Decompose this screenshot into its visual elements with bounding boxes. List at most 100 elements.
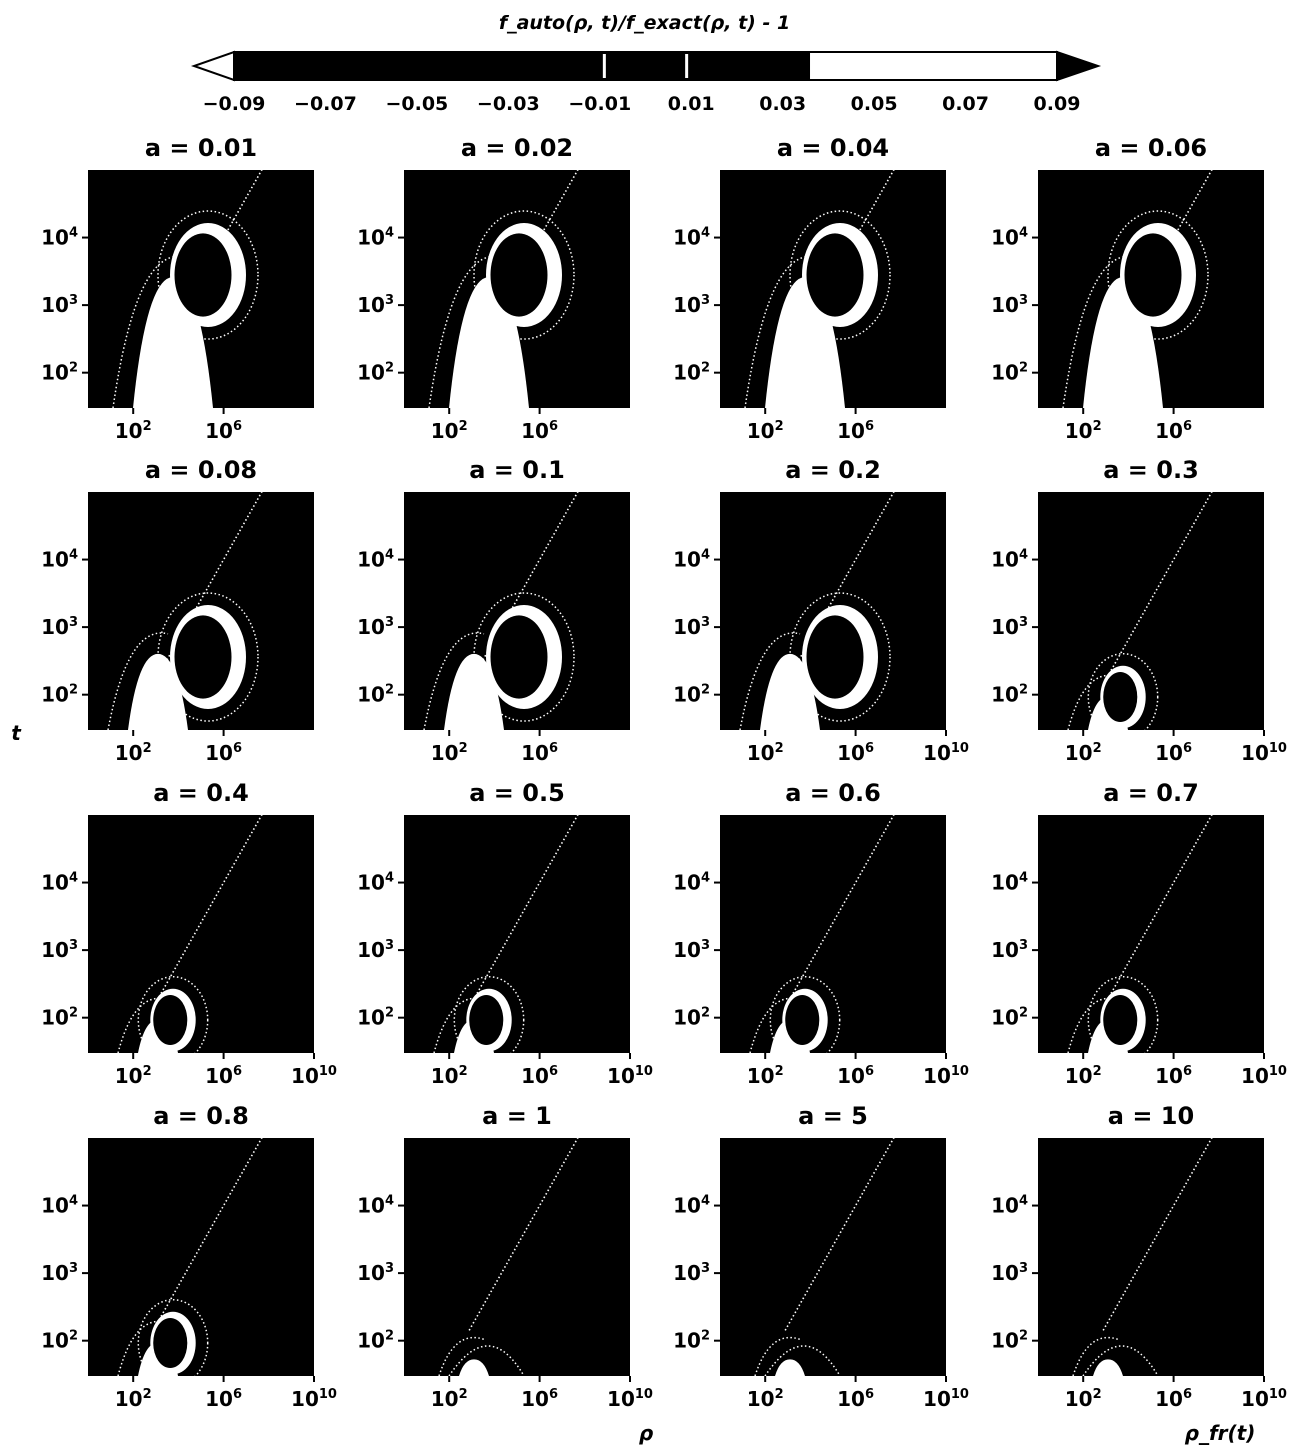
panel: a = 0.06 104 103 102 102 106 [991, 134, 1264, 443]
y-tick-label: 103 [991, 615, 1028, 639]
x-tick-label: 102 [431, 741, 468, 765]
ring-hole [785, 994, 820, 1046]
y-tick-label: 104 [41, 548, 78, 572]
y-tick-label: 103 [991, 293, 1028, 317]
front-line [468, 815, 579, 1008]
panel-title: a = 0.4 [153, 779, 249, 807]
x-tick-label: 1010 [923, 1064, 969, 1088]
y-tick-label: 102 [357, 361, 394, 385]
ring-hole [490, 233, 548, 317]
front-line [152, 492, 263, 685]
x-tick-label: 106 [1155, 1064, 1192, 1088]
y-tick-label: 104 [673, 226, 710, 250]
y-tick-label: 103 [41, 1261, 78, 1285]
rho-fr-label: ρ_fr(t) [1185, 1421, 1256, 1445]
y-tick-label: 104 [991, 871, 1028, 895]
x-tick-label: 102 [747, 1387, 784, 1411]
contour-line [107, 632, 169, 730]
x-tick-label: 102 [115, 1387, 152, 1411]
y-tick-label: 103 [673, 1261, 710, 1285]
ring-hole [469, 994, 504, 1046]
x-tick-label: 102 [115, 419, 152, 443]
y-tick-label: 102 [673, 683, 710, 707]
y-tick-label: 104 [41, 871, 78, 895]
x-tick-label: 1010 [607, 1387, 653, 1411]
x-tick-label: 106 [521, 1387, 558, 1411]
y-tick-label: 102 [991, 361, 1028, 385]
contour-line [423, 632, 485, 730]
x-tick-label: 102 [1065, 419, 1102, 443]
ring-hole [1103, 671, 1138, 723]
y-tick-label: 103 [991, 938, 1028, 962]
x-tick-label: 106 [521, 419, 558, 443]
panel-background [88, 815, 314, 1053]
rho-axis-label: ρ [639, 1421, 653, 1445]
ring-hole [174, 615, 232, 699]
colorbar-tick-label: 0.05 [851, 93, 898, 115]
y-tick-label: 102 [673, 361, 710, 385]
y-tick-label: 102 [991, 1006, 1028, 1030]
ring-hole [806, 615, 864, 699]
y-tick-label: 103 [357, 293, 394, 317]
colorbar-tick-label: −0.09 [203, 93, 266, 115]
x-tick-label: 102 [115, 741, 152, 765]
y-tick-label: 103 [41, 615, 78, 639]
panel-title: a = 10 [1108, 1102, 1194, 1130]
panel: a = 5 104 103 102 102 106 1010 [673, 1102, 969, 1411]
x-tick-label: 1010 [291, 1387, 337, 1411]
x-tick-label: 102 [431, 419, 468, 443]
white-region [459, 1359, 489, 1376]
y-tick-label: 104 [41, 226, 78, 250]
panel: a = 0.5 104 103 102 102 106 1010 [357, 779, 653, 1088]
contour-line [1067, 997, 1119, 1053]
contour-outer [1087, 652, 1159, 730]
front-line [152, 1138, 263, 1331]
y-tick-label: 104 [673, 871, 710, 895]
panel-title: a = 0.5 [469, 779, 565, 807]
y-tick-label: 103 [41, 293, 78, 317]
y-tick-label: 102 [41, 683, 78, 707]
y-tick-label: 102 [41, 361, 78, 385]
x-tick-label: 102 [431, 1387, 468, 1411]
panel-title: a = 0.04 [777, 134, 889, 162]
x-tick-label: 1010 [1241, 1387, 1287, 1411]
y-tick-label: 102 [357, 683, 394, 707]
colorbar-dark-band [234, 52, 811, 80]
panel-background [720, 815, 946, 1053]
contour-outer [769, 975, 841, 1053]
contour-outer [473, 210, 575, 340]
contour-line [1072, 1336, 1119, 1376]
colorbar-light-band [810, 52, 1057, 80]
panel: a = 0.04 104 103 102 102 106 [673, 134, 946, 443]
x-tick-label: 102 [1065, 1064, 1102, 1088]
x-tick-label: 106 [205, 1387, 242, 1411]
front-line [468, 492, 579, 685]
contour-line [754, 1336, 801, 1376]
panel-title: a = 0.7 [1103, 779, 1199, 807]
x-tick-label: 106 [521, 741, 558, 765]
panel-title: a = 0.01 [145, 134, 257, 162]
t-axis-label: t [11, 721, 22, 745]
y-tick-label: 102 [673, 1006, 710, 1030]
contour-outer [1087, 975, 1159, 1053]
contour-line [744, 255, 816, 408]
panel-title: a = 0.3 [1103, 456, 1199, 484]
panel-title: a = 0.1 [469, 456, 565, 484]
x-tick-label: 102 [1065, 741, 1102, 765]
front-line [1102, 492, 1213, 685]
y-tick-label: 103 [673, 615, 710, 639]
panel: a = 0.3 104 103 102 102 106 1010 [991, 456, 1287, 765]
contour-outer [157, 592, 259, 722]
panel-background [1038, 815, 1264, 1053]
contour-line [112, 255, 184, 408]
y-tick-label: 104 [41, 1194, 78, 1218]
panel-background [404, 1138, 630, 1376]
x-tick-label: 106 [837, 1387, 874, 1411]
front-line [784, 815, 895, 1008]
colorbar-label: f_auto(ρ, t)/f_exact(ρ, t) - 1 [498, 12, 791, 34]
panel-title: a = 0.06 [1095, 134, 1207, 162]
y-tick-label: 103 [41, 938, 78, 962]
front-line [1102, 815, 1213, 1008]
white-region [775, 1359, 805, 1376]
contour-line [1067, 674, 1119, 730]
